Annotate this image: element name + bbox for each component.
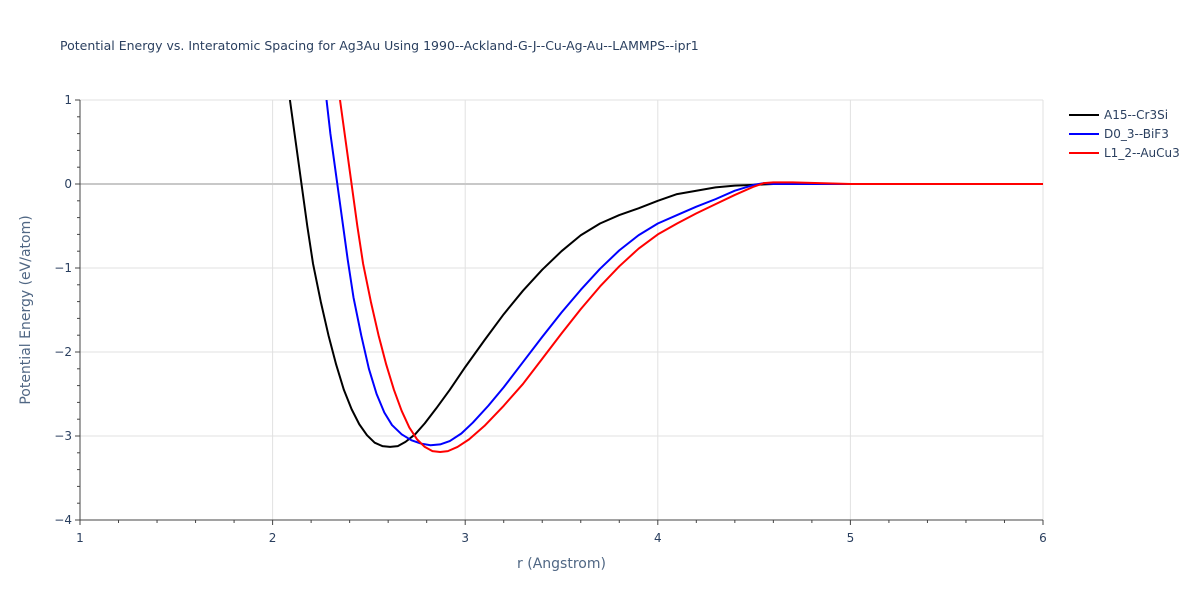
legend[interactable]: A15--Cr3Si D0_3--BiF3 L1_2--AuCu3 (1069, 108, 1180, 160)
chart-title: Potential Energy vs. Interatomic Spacing… (60, 38, 699, 53)
y-axis-title: Potential Energy (eV/atom) (18, 215, 34, 404)
grid (80, 99, 1044, 520)
series-line-0 (288, 100, 1043, 448)
legend-label: A15--Cr3Si (1104, 108, 1168, 122)
legend-label: D0_3--BiF3 (1104, 127, 1169, 141)
y-tick-label: 1 (64, 93, 72, 107)
y-tick-label: −1 (54, 261, 72, 275)
x-tick-label: 1 (76, 531, 84, 545)
x-axis-title: r (Angstrom) (517, 556, 606, 572)
legend-item-1[interactable]: D0_3--BiF3 (1069, 127, 1169, 141)
x-tick-label: 6 (1039, 531, 1047, 545)
y-tick-label: −4 (54, 513, 72, 527)
series-line-1 (325, 100, 1043, 447)
legend-item-0[interactable]: A15--Cr3Si (1069, 108, 1168, 122)
series-lines (288, 100, 1043, 453)
series-line-2 (339, 100, 1043, 453)
x-tick-label: 3 (461, 531, 469, 545)
y-tick-label: 0 (64, 177, 72, 191)
legend-label: L1_2--AuCu3 (1104, 146, 1180, 160)
x-tick-label: 2 (269, 531, 277, 545)
y-tick-label: −3 (54, 429, 72, 443)
y-tick-label: −2 (54, 345, 72, 359)
x-tick-label: 4 (654, 531, 662, 545)
x-tick-label: 5 (847, 531, 855, 545)
legend-item-2[interactable]: L1_2--AuCu3 (1069, 146, 1180, 160)
axes: 1 2 3 4 5 6 1 0 −1 −2 −3 −4 (54, 93, 1047, 545)
